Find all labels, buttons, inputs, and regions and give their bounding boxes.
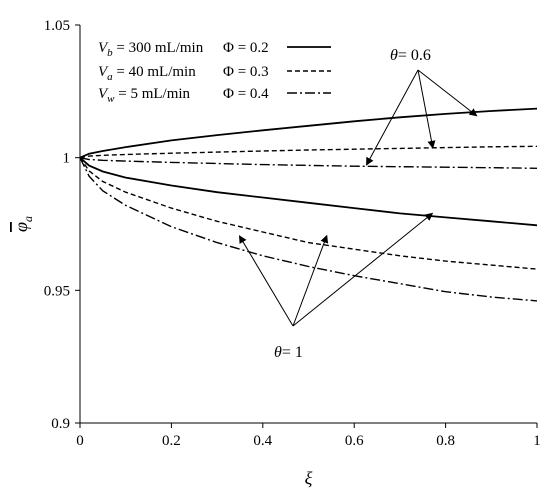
axes-layer	[79, 25, 537, 424]
x-tick-label: 0.4	[253, 433, 272, 449]
series-line-dashed-group-0	[79, 145, 538, 159]
series-line-solid-group-0	[79, 107, 538, 159]
y-tick-label: 0.95	[44, 283, 70, 299]
x-tick-label: 0	[76, 433, 84, 449]
y-tick-label: 1.05	[44, 18, 70, 34]
y-axis-label: φa	[11, 216, 35, 232]
annotation-arrow	[292, 234, 329, 327]
y-tick-label: 1	[63, 151, 71, 167]
legend-entry-label: Φ = 0.2	[223, 40, 269, 56]
x-tick-label: 1	[533, 433, 541, 449]
annotation-arrow	[366, 69, 419, 166]
annotation-arrow	[292, 212, 434, 327]
series-line-dashed-group-1	[79, 157, 538, 270]
x-tick-label: 0.2	[162, 433, 181, 449]
y-tick-label: 0.9	[51, 416, 70, 432]
condition-label: Vb = 300 mL/min	[98, 40, 204, 59]
series-line-dashdot-group-1	[79, 157, 538, 302]
condition-label: Va = 40 mL/min	[98, 64, 196, 83]
x-tick-label: 0.8	[436, 433, 455, 449]
annotation-arrow	[417, 69, 436, 149]
series-layer	[79, 107, 538, 302]
series-line-solid-group-1	[79, 157, 538, 227]
annotations: θ= 0.6 θ= 1	[238, 47, 478, 361]
legend-entry-label: Φ = 0.3	[223, 64, 269, 80]
legend: Vb = 300 mL/min Va = 40 mL/min Vw = 5 mL/m…	[98, 40, 331, 105]
series-line-dashdot-group-0	[79, 157, 538, 169]
x-tick-label: 0.6	[345, 433, 364, 449]
theta-annotation: θ= 1	[274, 344, 303, 361]
legend-entry-label: Φ = 0.4	[223, 86, 269, 102]
annotation-arrow	[417, 69, 478, 117]
x-axis-label: ξ	[305, 468, 313, 488]
condition-label: Vw = 5 mL/min	[98, 86, 191, 105]
ticks-layer: 0 0.2 0.4 0.6 0.8 1 0.9 0.95 1 1.05	[44, 18, 541, 449]
theta-annotation: θ= 0.6	[390, 47, 431, 64]
annotation-arrow	[238, 235, 294, 327]
